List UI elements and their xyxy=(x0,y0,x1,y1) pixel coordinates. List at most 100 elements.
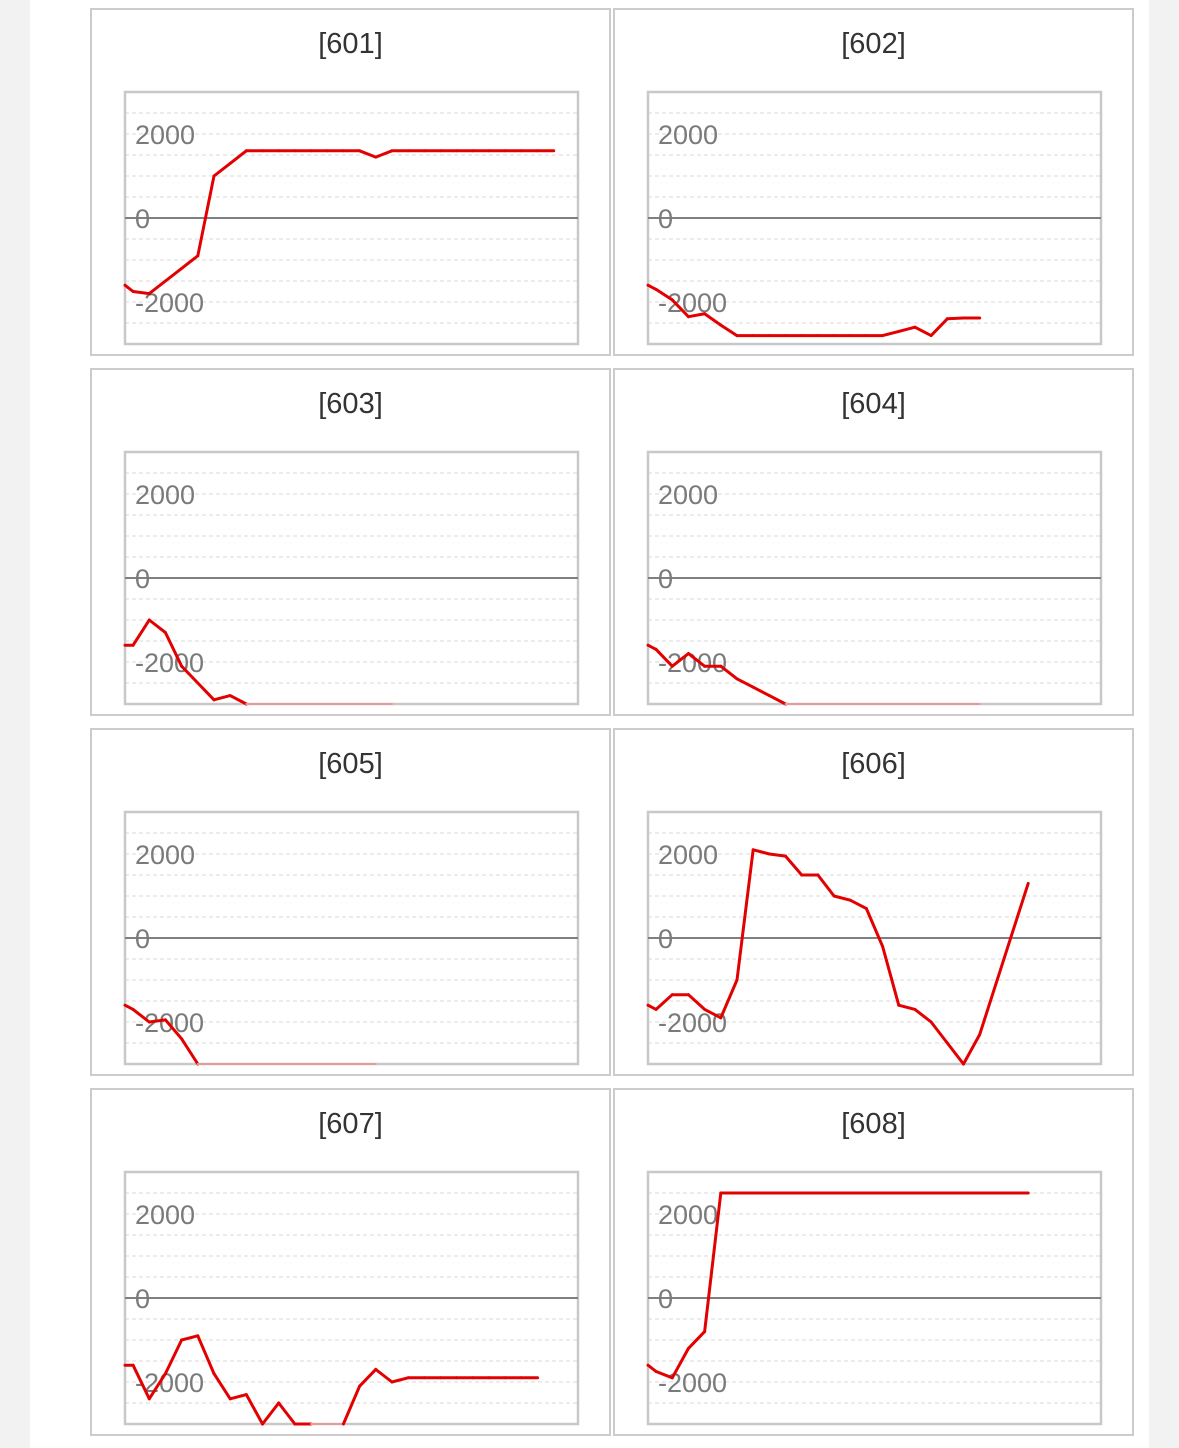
series-segment xyxy=(147,1372,167,1401)
chart-title: [608] xyxy=(841,1108,906,1140)
series-segment xyxy=(341,1384,362,1426)
series-segment xyxy=(244,1393,265,1426)
series-segment xyxy=(913,1007,933,1024)
y-tick-label: -2000 xyxy=(658,288,727,318)
series-segment xyxy=(719,323,739,338)
series-segment xyxy=(686,1330,707,1350)
series-segment xyxy=(848,898,868,911)
series-segment xyxy=(147,279,167,296)
series-segment xyxy=(228,694,248,706)
series-segment xyxy=(784,854,804,877)
series-segment xyxy=(703,312,723,327)
series-segment xyxy=(929,317,949,338)
series-segment xyxy=(163,266,184,283)
chart-card: [607] 2000 0 -2000 xyxy=(90,1088,611,1436)
series-segment xyxy=(767,852,788,858)
y-tick-label: 0 xyxy=(658,204,673,234)
series-segment xyxy=(881,329,901,338)
series-segment xyxy=(196,1334,216,1376)
chart-title: [604] xyxy=(841,388,906,420)
chart-title: [606] xyxy=(841,748,906,780)
y-tick-label: 0 xyxy=(135,924,150,954)
chart-title: [601] xyxy=(318,28,383,60)
chart-card: [602] 2000 0 -2000 xyxy=(613,8,1134,356)
series-segment xyxy=(358,149,378,159)
series-segment xyxy=(864,907,885,948)
y-tick-label: 0 xyxy=(658,1284,673,1314)
series-segment xyxy=(374,149,394,159)
series-segment xyxy=(196,681,216,702)
chart-card: [604] 2000 0 -2000 xyxy=(613,368,1134,716)
y-tick-label: 0 xyxy=(135,564,150,594)
series-segment xyxy=(646,283,658,291)
y-tick-label: 2000 xyxy=(658,1200,718,1230)
series-segment xyxy=(654,1370,674,1380)
series-segment xyxy=(945,316,965,321)
y-tick-label: 2000 xyxy=(135,1200,195,1230)
chart-title: [607] xyxy=(318,1108,383,1140)
chart-grid: [601] 2000 0 -2000 [602] 2000 0 -2000 [603] 2000 0… xyxy=(90,8,1134,1436)
y-tick-label: -2000 xyxy=(658,1368,727,1398)
series-segment xyxy=(735,848,755,982)
series-segment xyxy=(646,643,658,651)
series-segment xyxy=(881,944,901,1007)
series-segment xyxy=(261,1401,281,1426)
series-segment xyxy=(719,664,739,681)
y-tick-label: -2000 xyxy=(135,648,204,678)
chart-card: [606] 2000 0 -2000 xyxy=(613,728,1134,1076)
series-segment xyxy=(196,174,216,258)
series-segment xyxy=(913,325,933,338)
y-tick-label: 2000 xyxy=(658,120,718,150)
series-segment xyxy=(646,1003,658,1011)
series-segment xyxy=(961,1033,982,1066)
y-tick-label: 0 xyxy=(658,924,673,954)
series-segment xyxy=(929,1020,949,1045)
series-segment xyxy=(686,993,707,1011)
series-segment xyxy=(646,1363,658,1373)
line-chart: 2000 0 -2000 xyxy=(646,90,1103,346)
series-segment xyxy=(654,647,674,668)
y-tick-label: 2000 xyxy=(135,120,195,150)
series-segment xyxy=(686,312,707,319)
series-segment xyxy=(735,677,755,689)
chart-title: [603] xyxy=(318,388,383,420)
series-segment xyxy=(147,618,167,635)
series-segment xyxy=(358,1367,378,1388)
y-tick-label: 0 xyxy=(658,564,673,594)
series-segment xyxy=(123,1003,135,1011)
y-tick-label: 2000 xyxy=(658,480,718,510)
series-segment xyxy=(703,1007,723,1020)
series-segment xyxy=(147,1018,167,1024)
y-tick-label: 2000 xyxy=(135,840,195,870)
series-segment xyxy=(228,1393,248,1401)
series-segment xyxy=(163,1338,184,1376)
page-background: [601] 2000 0 -2000 [602] 2000 0 -2000 [603] 2000 0… xyxy=(30,0,1149,1448)
series-segment xyxy=(719,978,739,1020)
series-segment xyxy=(180,1037,200,1066)
series-segment xyxy=(131,1007,151,1024)
series-segment xyxy=(670,1346,690,1380)
series-segment xyxy=(131,290,151,296)
series-segment xyxy=(767,694,788,706)
series-segment xyxy=(228,149,248,165)
series-segment xyxy=(212,694,232,702)
series-segment xyxy=(163,631,184,668)
series-segment xyxy=(212,161,232,178)
series-segment xyxy=(277,1401,297,1426)
series-segment xyxy=(374,1367,394,1384)
series-segment xyxy=(180,1334,200,1342)
series-segment xyxy=(654,993,674,1011)
series-segment xyxy=(751,685,771,698)
chart-card: [608] 2000 0 -2000 xyxy=(613,1088,1134,1436)
series-segment xyxy=(751,848,771,856)
series-segment xyxy=(131,618,151,647)
chart-card: [603] 2000 0 -2000 xyxy=(90,368,611,716)
y-tick-label: 2000 xyxy=(658,840,718,870)
series-segment xyxy=(180,664,200,685)
series-segment xyxy=(654,287,674,302)
